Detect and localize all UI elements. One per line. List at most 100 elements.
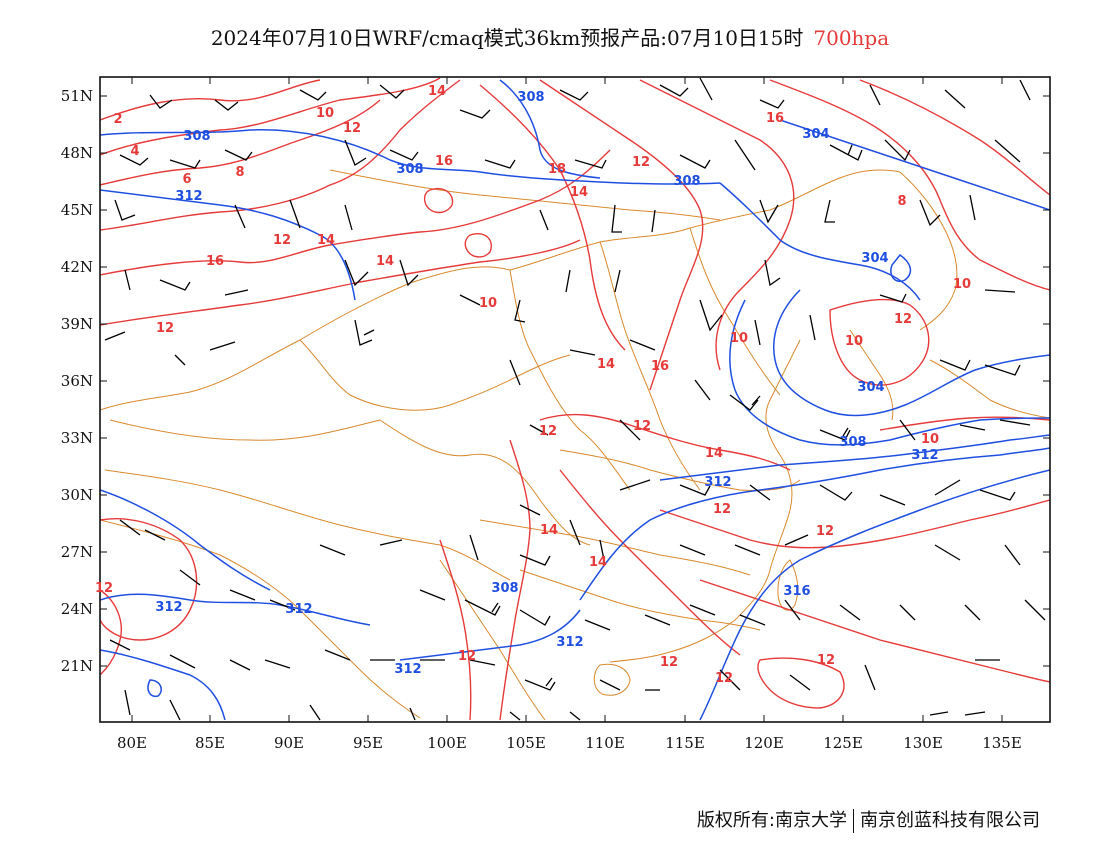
wind-barb: [124, 689, 131, 716]
wind-barb: [599, 539, 606, 566]
wind-barb: [809, 314, 816, 341]
lat-label: 30N: [61, 486, 93, 504]
province-f: [479, 519, 751, 576]
temp-contour: [100, 149, 611, 276]
lon-label: 120E: [744, 734, 784, 752]
height-contour: [890, 253, 912, 282]
wind-barb: [879, 494, 906, 506]
height-label: 316: [783, 584, 810, 599]
wind-barb: [964, 604, 981, 621]
wind-barb: [464, 599, 501, 616]
wind-barb: [879, 293, 907, 303]
wind-barb: [529, 424, 549, 436]
temp-label: 2: [113, 112, 122, 127]
wind-barb: [509, 711, 521, 721]
china-west-border: [100, 169, 901, 411]
wind-barb: [759, 99, 785, 109]
lat-label: 48N: [61, 144, 93, 162]
province-d: [689, 227, 781, 396]
wind-barb: [324, 649, 351, 661]
temp-contour: [100, 79, 461, 231]
wind-barb: [214, 99, 239, 111]
temp-contour: [859, 79, 1050, 196]
wind-barb: [679, 544, 706, 556]
wind-barb: [109, 639, 131, 651]
wind-barb: [234, 204, 246, 229]
wind-barb: [299, 89, 327, 101]
wind-barb: [789, 674, 811, 691]
wind-barb: [884, 139, 911, 162]
wind-barb: [611, 204, 622, 233]
wind-barb: [469, 659, 496, 666]
himalaya-border: [104, 469, 511, 581]
wind-barb: [569, 349, 596, 356]
temp-label: 10: [730, 331, 748, 346]
coastline-east: [609, 339, 801, 663]
temp-contour: [659, 499, 1050, 549]
height-contour: [100, 189, 356, 301]
latitude-axis: 51N 48N 45N 42N 39N 36N 33N 30N 27N 24N 21N: [61, 87, 1050, 675]
province-g: [519, 569, 761, 631]
lon-label: 135E: [982, 734, 1022, 752]
height-contour: [729, 299, 1050, 446]
wind-barb: [519, 609, 551, 626]
height-contour: [399, 609, 581, 661]
wind-barb: [1004, 544, 1021, 566]
wind-barb: [764, 259, 781, 287]
wind-barb: [694, 379, 711, 401]
temp-label: 16: [435, 154, 453, 169]
temp-label: 14: [570, 185, 588, 200]
wind-barb: [869, 84, 881, 106]
wind-barb: [569, 519, 581, 546]
hainan-coast: [593, 663, 631, 696]
province-a: [299, 339, 571, 411]
wind-barb: [565, 269, 571, 293]
temp-label: 12: [817, 653, 835, 668]
temp-contour: [100, 99, 381, 186]
wind-barb: [469, 534, 479, 561]
wind-barb: [944, 89, 966, 109]
wind-barb: [619, 479, 651, 491]
lat-label: 24N: [61, 600, 93, 618]
wind-barb: [899, 604, 916, 621]
temp-label: 12: [539, 424, 557, 439]
height-label: 308: [183, 129, 210, 144]
wind-barb: [209, 341, 236, 351]
temp-label: 10: [921, 432, 939, 447]
temp-label: 12: [633, 419, 651, 434]
northeast-border: [899, 171, 958, 331]
wind-barb: [264, 659, 291, 669]
wind-barb: [584, 619, 611, 631]
lon-label: 105E: [506, 734, 546, 752]
wind-barb: [969, 194, 976, 221]
temp-contour: [423, 188, 454, 214]
wind-barb: [759, 199, 779, 224]
height-label: 308: [673, 174, 700, 189]
wind-barb: [269, 599, 296, 611]
temp-label: 12: [343, 121, 361, 136]
height-labels: 308 308 312 308 308 304 304 304 308 312 312 316 312 3…: [155, 90, 938, 677]
temp-contour: [100, 77, 441, 156]
wind-barb: [574, 159, 607, 169]
map-title: 2024年07月10日WRF/cmaq模式36km预报产品:07月10日15时 7…: [0, 22, 1100, 51]
wind-barb: [979, 489, 1016, 501]
korea-coast: [849, 329, 894, 421]
wind-barb: [939, 359, 971, 371]
temp-contour: [100, 239, 581, 326]
wind-barb: [824, 199, 835, 223]
wind-barb: [539, 209, 549, 231]
lon-label: 110E: [585, 734, 625, 752]
copyright-left: 版权所有:南京大学: [696, 810, 847, 831]
temp-label: 12: [273, 233, 291, 248]
lon-label: 125E: [823, 734, 863, 752]
wind-barb: [174, 354, 186, 366]
temp-label: 12: [894, 312, 912, 327]
japan-coast: [929, 359, 1050, 419]
wind-barb: [1019, 79, 1031, 101]
temp-label: 14: [589, 555, 607, 570]
height-label: 312: [155, 600, 182, 615]
wind-barb: [124, 269, 131, 291]
height-contour: [100, 489, 271, 591]
temp-contour: [699, 579, 1050, 683]
